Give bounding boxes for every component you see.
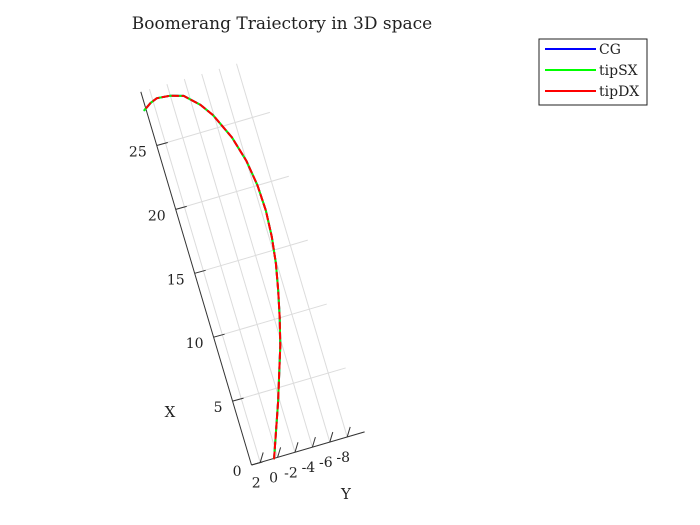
y-tick-label: -8 — [336, 450, 350, 466]
axes: 0 5 10 15 20 25 2 0 -2 -4 -6 -8 — [129, 91, 365, 491]
grid — [149, 63, 365, 466]
x-tick-mark — [194, 269, 206, 274]
grid-line-y — [236, 63, 348, 438]
chart-title: Boomerang Traiectory in 3D space — [132, 14, 432, 34]
legend-label-CG: CG — [599, 42, 621, 58]
y-tick-mark — [346, 426, 351, 438]
x-tick-mark — [156, 142, 168, 146]
grid-line-y — [166, 84, 279, 458]
y-tick-label: -6 — [319, 455, 333, 471]
x-tick-mark — [232, 397, 244, 402]
y-tick-mark — [294, 442, 299, 453]
series-line-tipDX — [143, 94, 282, 460]
y-tick-label: -2 — [284, 465, 298, 481]
x-axis-label: X — [165, 403, 176, 421]
x-tick-mark — [213, 333, 225, 338]
y-tick-label: -4 — [302, 460, 316, 476]
y-tick-mark — [329, 431, 334, 443]
x-tick-label: 20 — [148, 208, 166, 224]
y-tick-mark — [311, 437, 316, 448]
y-axis-label: Y — [340, 485, 352, 503]
x-tick-label: 0 — [233, 464, 242, 480]
legend: CG tipSX tipDX — [538, 38, 648, 106]
grid-line-y — [149, 89, 261, 463]
legend-label-tipDX: tipDX — [599, 84, 639, 100]
grid-line-x — [232, 367, 346, 402]
grid-line-x — [213, 303, 327, 338]
x-tick-label: 5 — [214, 400, 223, 416]
legend-label-tipSX: tipSX — [599, 63, 638, 79]
x-tick-label: 15 — [167, 272, 185, 288]
series — [143, 94, 282, 460]
y-tick-mark — [277, 447, 282, 458]
grid-line-y — [201, 73, 313, 448]
grid-line-x — [194, 239, 308, 274]
y-tick-label: 0 — [269, 470, 278, 486]
x-tick-label: 10 — [186, 336, 204, 352]
grid-line-x — [156, 111, 270, 146]
x-tick-label: 25 — [129, 145, 147, 161]
grid-line-x — [175, 175, 289, 210]
y-tick-label: 2 — [252, 475, 261, 491]
y-tick-mark — [259, 452, 264, 463]
y-axis-line — [251, 431, 365, 466]
x-axis-line — [140, 91, 252, 466]
x-tick-mark — [251, 461, 263, 466]
x-tick-mark — [175, 205, 187, 210]
grid-line-y — [183, 78, 296, 453]
